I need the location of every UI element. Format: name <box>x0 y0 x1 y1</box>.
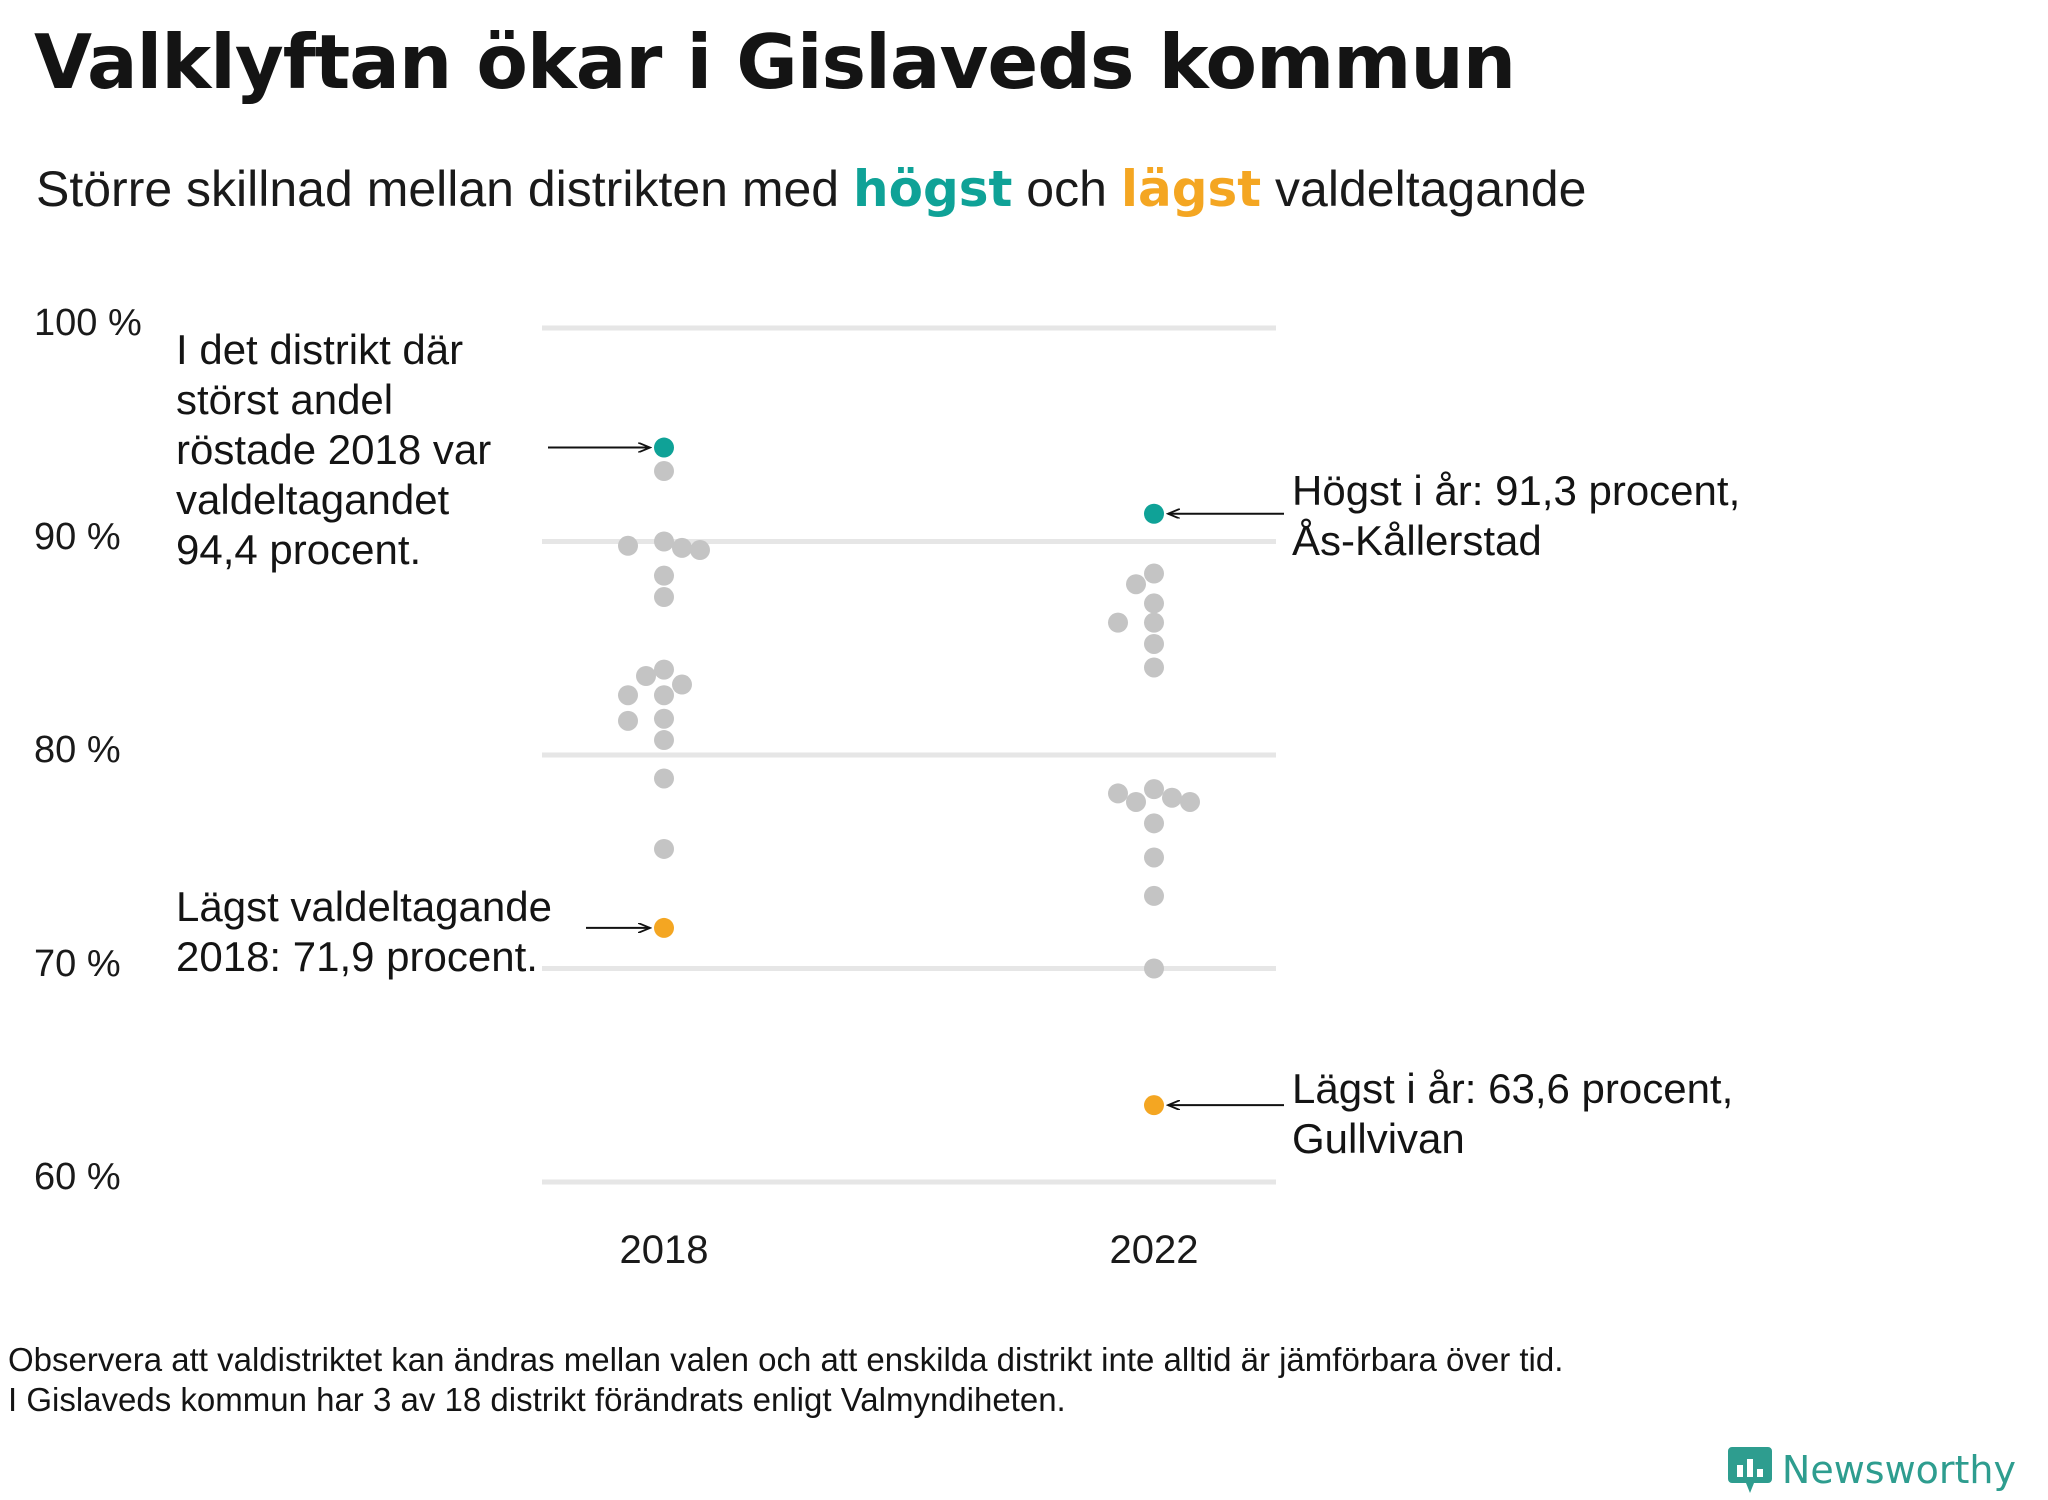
y-tick-label: 70 % <box>34 942 121 985</box>
subtitle-suffix: valdeltagande <box>1261 161 1587 217</box>
data-point-2018 <box>672 537 692 558</box>
data-point-2022 <box>1144 633 1164 654</box>
data-point-2022 <box>1108 612 1128 633</box>
subtitle-highest: högst <box>853 160 1013 218</box>
data-point-2022 <box>1162 787 1182 808</box>
footnote: Observera att valdistriktet kan ändras m… <box>8 1341 1564 1418</box>
y-tick-label: 80 % <box>34 729 121 771</box>
data-point-2022-lowest <box>1144 1095 1164 1116</box>
data-point-2022 <box>1126 574 1146 595</box>
data-point-2018-lowest <box>654 917 674 938</box>
subtitle-lowest: lägst <box>1120 160 1262 218</box>
y-tick-label: 90 % <box>34 515 121 558</box>
data-point-2022 <box>1144 847 1164 868</box>
newsworthy-logo-icon <box>1727 1447 1772 1493</box>
data-point-2022-highest <box>1144 503 1164 524</box>
annotation-2018-highest: I det distrikt där störst andel röstade … <box>176 326 492 573</box>
annotation-2018-lowest: Lägst valdeltagande 2018: 71,9 procent. <box>176 883 552 980</box>
data-point-2022 <box>1144 958 1164 979</box>
data-point-2018 <box>672 674 692 695</box>
data-point-2018 <box>636 666 656 687</box>
data-point-2018 <box>654 730 674 751</box>
data-point-2018 <box>618 685 638 706</box>
brand-logo[interactable]: Newsworthy <box>1727 1445 2016 1495</box>
data-point-2022 <box>1144 657 1164 678</box>
data-point-2018 <box>654 587 674 608</box>
data-point-2018-highest <box>654 437 674 458</box>
data-point-2018 <box>654 685 674 706</box>
data-point-2022 <box>1144 885 1164 906</box>
subtitle-middle: och <box>1012 161 1121 217</box>
data-point-2018 <box>654 708 674 729</box>
x-tick-label-2022: 2022 <box>1109 1228 1199 1272</box>
data-point-2022 <box>1144 563 1164 584</box>
data-point-2022 <box>1144 779 1164 800</box>
data-point-2022 <box>1126 791 1146 812</box>
data-point-2018 <box>654 565 674 586</box>
data-point-2022 <box>1144 612 1164 633</box>
y-tick-label: 100 % <box>34 302 142 344</box>
data-point-2018 <box>654 659 674 680</box>
data-point-2018 <box>654 461 674 482</box>
subtitle-prefix: Större skillnad mellan distrikten med <box>36 161 853 217</box>
brand-name: Newsworthy <box>1781 1448 2016 1492</box>
data-point-2018 <box>618 710 638 731</box>
x-tick-label-2018: 2018 <box>619 1228 709 1272</box>
data-point-2022 <box>1180 791 1200 812</box>
annotation-2022-lowest: Lägst i år: 63,6 procent, Gullvivan <box>1292 1065 1734 1162</box>
data-point-2018 <box>654 768 674 789</box>
chart-subtitle: Större skillnad mellan distrikten med hö… <box>36 160 1586 218</box>
data-point-2018 <box>654 531 674 552</box>
y-tick-label: 60 % <box>34 1156 121 1198</box>
data-point-2018 <box>618 535 638 556</box>
chart-title: Valklyftan ökar i Gislaveds kommun <box>34 18 1516 106</box>
data-point-2018 <box>654 838 674 859</box>
data-point-2022 <box>1144 813 1164 834</box>
annotation-2022-highest: Högst i år: 91,3 procent, Ås-Kållerstad <box>1292 467 1741 564</box>
data-point-2022 <box>1108 783 1128 804</box>
data-point-2022 <box>1144 593 1164 614</box>
data-point-2018 <box>690 540 710 561</box>
